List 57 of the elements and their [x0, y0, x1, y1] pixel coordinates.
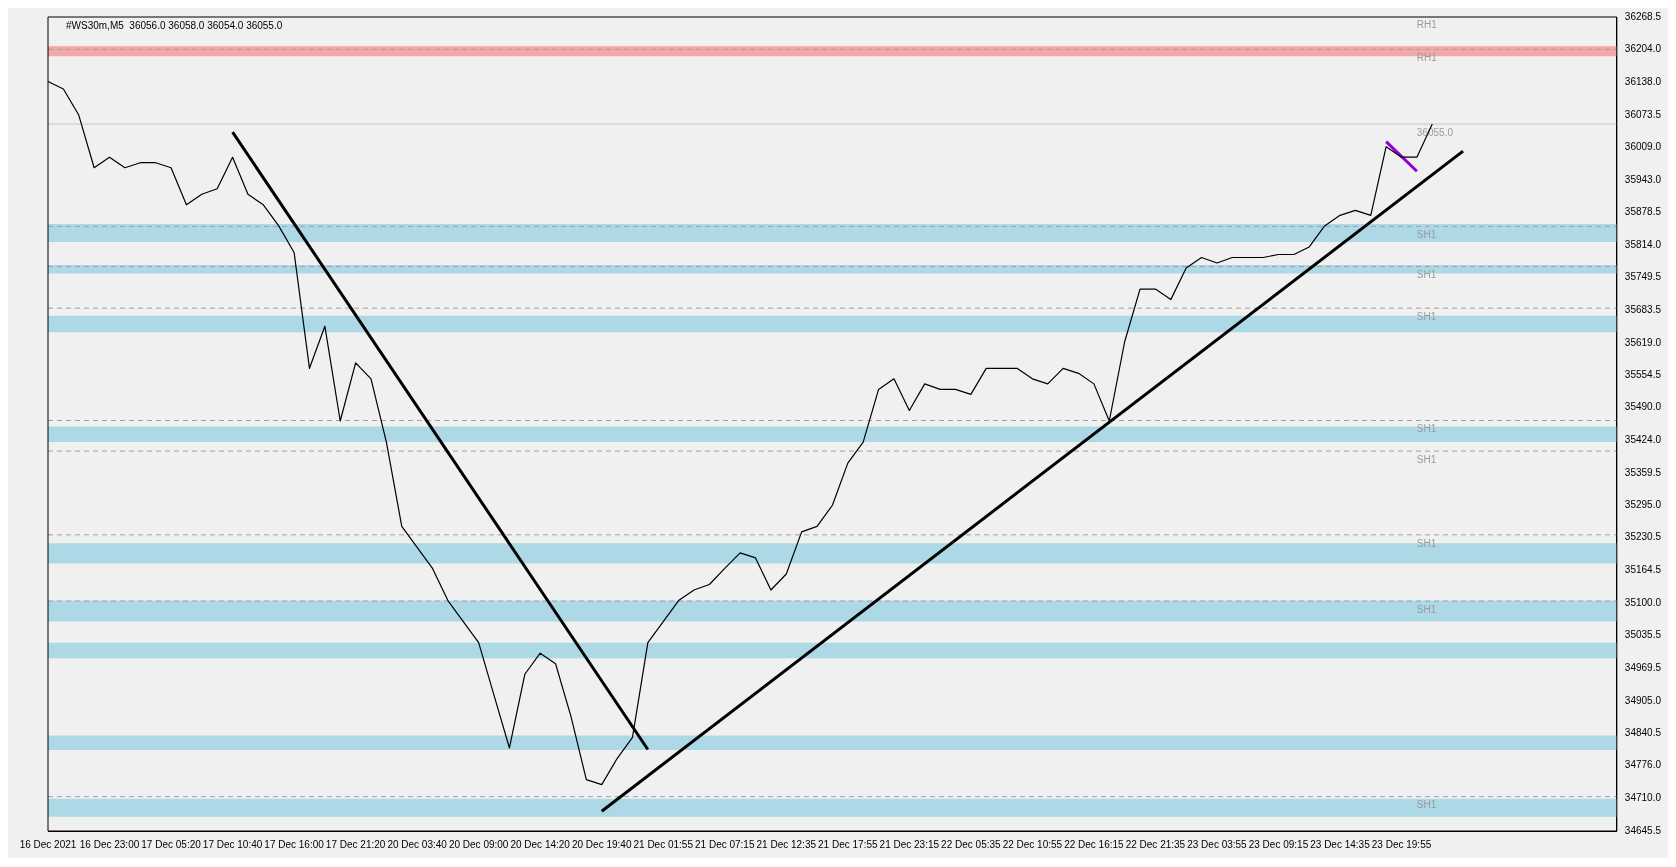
- x-tick-label: 20 Dec 03:40: [387, 838, 448, 850]
- y-tick-label: 36268.5: [1624, 10, 1662, 22]
- y-tick-label: 35749.5: [1624, 271, 1662, 283]
- annotation: RH1: [1416, 18, 1438, 30]
- x-tick-label: 21 Dec 17:55: [818, 838, 878, 850]
- x-tick-label: 20 Dec 09:00: [448, 838, 509, 850]
- x-tick-label: 23 Dec 14:35: [1310, 838, 1371, 850]
- x-tick-label: 22 Dec 05:35: [941, 838, 1002, 850]
- y-tick-label: 34969.5: [1624, 662, 1662, 674]
- y-tick-label: 35814.0: [1624, 238, 1662, 250]
- y-tick-label: 35943.0: [1624, 174, 1662, 185]
- y-tick-label: 35230.5: [1624, 531, 1662, 543]
- x-tick-label: 22 Dec 16:15: [1064, 838, 1125, 850]
- x-tick-label: 16 Dec 23:00: [79, 838, 140, 850]
- x-tick-label: 17 Dec 05:20: [141, 838, 202, 850]
- y-tick-label: 35619.0: [1624, 336, 1662, 348]
- chart-title: #WS30m,M5 36056.0 36058.0 36054.0 36055.0: [66, 19, 283, 31]
- x-tick-label: 17 Dec 10:40: [202, 838, 263, 850]
- y-tick-label: 34710.0: [1624, 792, 1662, 804]
- y-tick-label: 35164.5: [1624, 564, 1662, 576]
- x-tick-label: 20 Dec 14:20: [510, 838, 571, 850]
- x-tick-label: 20 Dec 19:40: [571, 838, 632, 850]
- ref-line-label: SH1: [1416, 537, 1437, 549]
- y-tick-label: 35554.5: [1624, 368, 1662, 380]
- ref-line-label: SH1: [1416, 423, 1437, 435]
- x-tick-label: 21 Dec 01:55: [633, 838, 694, 850]
- ref-line-label: SH1: [1416, 799, 1437, 811]
- y-tick-label: 35100.0: [1624, 596, 1662, 608]
- y-tick-label: 36138.0: [1624, 76, 1662, 88]
- y-tick-label: 36073.5: [1624, 108, 1662, 120]
- y-tick-label: 35295.0: [1624, 499, 1662, 510]
- y-tick-label: 35490.0: [1624, 401, 1662, 413]
- x-tick-label: 17 Dec 16:00: [264, 838, 325, 850]
- x-tick-label: 22 Dec 10:55: [1002, 838, 1063, 850]
- ref-line-label: SH1: [1416, 453, 1437, 465]
- x-tick-label: 21 Dec 23:15: [879, 838, 940, 850]
- y-tick-label: 34776.0: [1624, 759, 1662, 771]
- y-tick-label: 35035.5: [1624, 629, 1662, 641]
- y-tick-label: 35359.5: [1624, 466, 1662, 478]
- y-tick-label: 35683.5: [1624, 304, 1662, 316]
- x-tick-label: 23 Dec 03:55: [1187, 838, 1248, 850]
- x-tick-label: 21 Dec 07:15: [695, 838, 755, 850]
- y-tick-label: 34840.5: [1624, 726, 1662, 738]
- x-tick-label: 22 Dec 21:35: [1125, 838, 1186, 850]
- x-tick-label: 21 Dec 12:35: [756, 838, 817, 850]
- x-tick-label: 17 Dec 21:20: [325, 838, 386, 850]
- y-tick-label: 34905.0: [1624, 694, 1662, 706]
- x-tick-label: 23 Dec 09:15: [1248, 838, 1309, 850]
- x-tick-label: 23 Dec 19:55: [1371, 838, 1432, 850]
- y-tick-label: 36009.0: [1624, 140, 1662, 152]
- y-tick-label: 35878.5: [1624, 206, 1662, 218]
- y-tick-label: 34645.5: [1624, 824, 1662, 836]
- y-tick-label: 35424.0: [1624, 434, 1662, 446]
- x-tick-label: 16 Dec 2021: [19, 838, 77, 850]
- y-tick-label: 36204.0: [1624, 43, 1662, 55]
- ref-line-label: SH1: [1416, 229, 1437, 241]
- ref-line-label: SH1: [1416, 603, 1437, 615]
